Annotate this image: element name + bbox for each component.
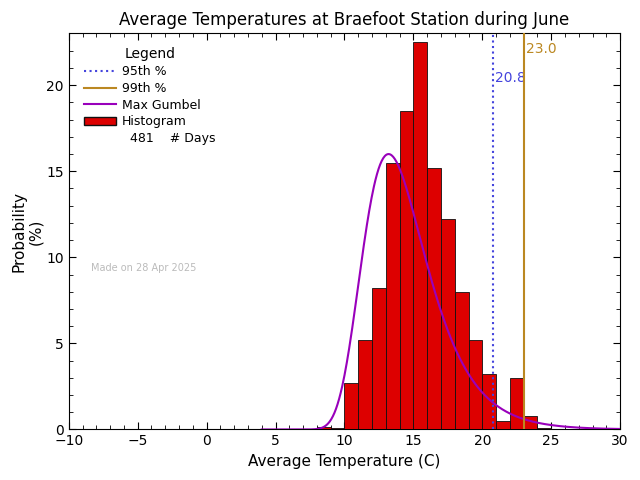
Bar <box>331 428 344 430</box>
Bar <box>358 340 372 430</box>
Bar <box>372 288 386 430</box>
Bar <box>496 421 510 430</box>
Bar <box>468 340 483 430</box>
X-axis label: Average Temperature (C): Average Temperature (C) <box>248 454 441 469</box>
Bar <box>386 163 399 430</box>
Bar <box>317 427 331 430</box>
Y-axis label: Probability
(%): Probability (%) <box>11 191 44 272</box>
Bar <box>510 378 524 430</box>
Bar <box>441 219 455 430</box>
Bar <box>413 42 427 430</box>
Legend: 95th %, 99th %, Max Gumbel, Histogram,   481    # Days: 95th %, 99th %, Max Gumbel, Histogram, 4… <box>81 44 219 149</box>
Text: 23.0: 23.0 <box>527 42 557 56</box>
Text: Made on 28 Apr 2025: Made on 28 Apr 2025 <box>91 263 196 273</box>
Text: 20.8: 20.8 <box>495 72 526 85</box>
Bar <box>344 383 358 430</box>
Bar <box>455 292 468 430</box>
Title: Average Temperatures at Braefoot Station during June: Average Temperatures at Braefoot Station… <box>119 11 570 29</box>
Bar <box>399 111 413 430</box>
Bar <box>524 416 538 430</box>
Bar <box>427 168 441 430</box>
Bar <box>538 428 551 430</box>
Bar <box>483 374 496 430</box>
